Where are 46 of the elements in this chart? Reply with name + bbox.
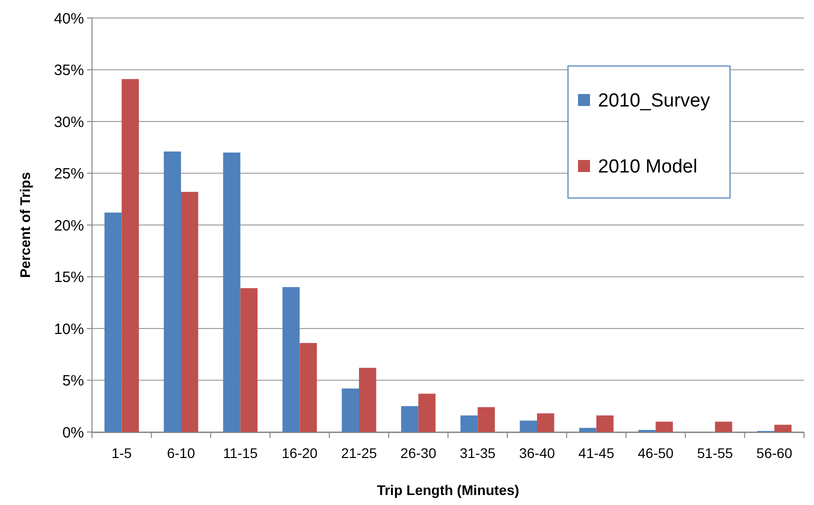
bar: [104, 212, 122, 432]
y-tick-label: 20%: [54, 217, 84, 234]
bar: [520, 420, 537, 432]
x-tick-label: 41-45: [578, 445, 614, 461]
bar: [223, 152, 240, 432]
x-tick-label: 11-15: [222, 445, 258, 461]
x-tick-label: 56-60: [756, 445, 792, 461]
y-tick-label: 25%: [54, 166, 84, 182]
bar: [240, 288, 258, 432]
bar: [342, 388, 359, 432]
y-tick-label: 30%: [54, 114, 84, 131]
bar: [460, 415, 478, 432]
x-tick-label: 36-40: [519, 445, 556, 461]
y-tick-label: 0%: [62, 424, 84, 442]
y-tick-label: 40%: [54, 10, 84, 28]
bar: [656, 422, 673, 432]
bar: [478, 407, 495, 432]
x-tick-label: 6-10: [166, 445, 196, 461]
y-tick-label: 10%: [54, 320, 84, 338]
bar: [181, 192, 198, 432]
bar: [359, 368, 376, 432]
legend-label: 2010_Survey: [598, 90, 710, 112]
bar: [401, 406, 418, 432]
bar: [164, 152, 181, 432]
bar: [579, 428, 596, 432]
bar: [122, 79, 139, 432]
x-tick-label: 1-5: [112, 445, 132, 461]
x-tick-label: 31-35: [460, 445, 496, 461]
bar: [715, 422, 732, 432]
bar: [596, 415, 614, 432]
x-tick-label: 21-25: [341, 445, 378, 461]
y-tick-label: 15%: [54, 269, 84, 286]
bar: [300, 342, 317, 432]
y-axis-title: Percent of Trips: [17, 172, 33, 278]
x-tick-label: 16-20: [282, 445, 318, 461]
x-axis-title: Trip Length (Minutes): [376, 482, 520, 498]
bar: [418, 394, 436, 432]
bar: [537, 413, 554, 432]
x-tick-label: 26-30: [400, 445, 436, 461]
x-tick-label: 51-55: [697, 445, 734, 461]
y-tick-label: 35%: [54, 62, 84, 79]
bar: [774, 424, 792, 432]
legend-label: 2010 Model: [598, 156, 698, 178]
bar: [282, 287, 300, 432]
x-tick-label: 46-50: [638, 445, 674, 461]
y-tick-label: 5%: [62, 372, 84, 390]
